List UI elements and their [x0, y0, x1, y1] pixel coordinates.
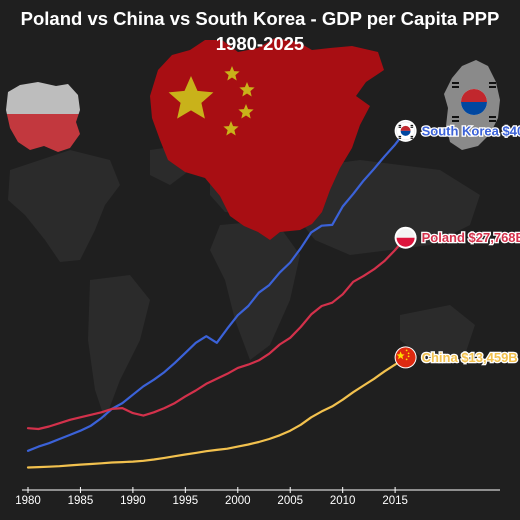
poland-map-silhouette [6, 82, 80, 152]
taegeuk-blue-icon [461, 102, 487, 115]
poland-map-white-band [6, 82, 80, 114]
x-tick-label: 2010 [330, 495, 356, 507]
china-small-star-icon [223, 121, 239, 136]
x-tick-label: 2000 [225, 495, 251, 507]
x-tick-label: 1980 [15, 495, 41, 507]
china-flag-icon [394, 346, 417, 369]
series-lines [26, 129, 407, 469]
africa-shape [210, 220, 300, 360]
series-end-label-china: China $13,459B [422, 350, 518, 365]
poland-map-red-band [6, 114, 80, 152]
x-axis-ticks: 1980 1985 1990 1995 2000 2005 2010 2015 [15, 487, 408, 507]
china-small-star-icon [224, 66, 240, 81]
series-end-labels: South Korea $40,540B Poland $27,768B China… [394, 119, 520, 369]
x-tick-label: 2015 [382, 495, 408, 507]
series-end-label-poland: Poland $27,768B [422, 230, 520, 245]
china-territory-shape [150, 38, 384, 240]
taegeuk-red-icon [461, 89, 487, 102]
series-end-label-south-korea: South Korea $40,540B [422, 123, 520, 138]
x-tick-label: 1985 [68, 495, 94, 507]
china-map-silhouette [150, 38, 384, 240]
china-big-star-icon [168, 76, 214, 119]
chart-title: Poland vs China vs South Korea - GDP per… [0, 6, 520, 56]
x-tick-label: 2005 [277, 495, 303, 507]
south-korea-map-silhouette [444, 60, 500, 150]
south-korea-flag-icon [394, 119, 417, 142]
x-tick-label: 1995 [173, 495, 199, 507]
series-line-south-korea [26, 129, 407, 452]
poland-flag-icon [394, 226, 417, 249]
asia-shape [285, 160, 480, 255]
south-america-shape [88, 275, 150, 420]
chart-title-line-1: Poland vs China vs South Korea - GDP per… [20, 8, 500, 29]
trigram-marks-icon [452, 82, 496, 122]
series-line-poland [26, 236, 407, 431]
chart-title-line-2: 1980-2025 [215, 33, 305, 54]
australia-shape [400, 305, 475, 360]
x-tick-label: 1990 [120, 495, 146, 507]
north-america-shape [8, 150, 120, 262]
china-small-star-icon [238, 104, 254, 119]
china-small-star-icon [239, 82, 255, 97]
series-line-china [26, 356, 407, 469]
